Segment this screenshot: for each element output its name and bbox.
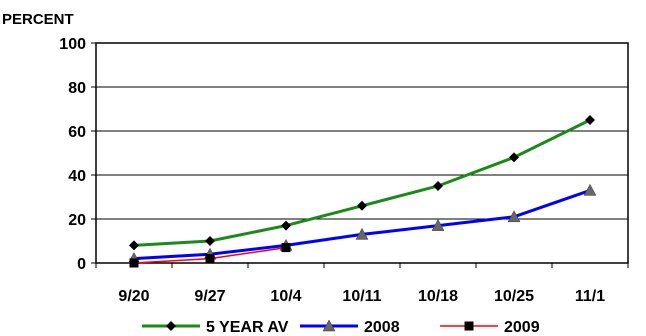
gridlines [96,86,628,220]
series-layer [127,115,597,268]
x-tick-label: 10/11 [342,288,381,305]
y-tick-label: 40 [68,168,86,185]
data-point-triangle [322,319,336,332]
data-point-diamond [509,152,519,163]
legend-label: 2009 [504,319,540,336]
data-point-triangle [507,210,521,223]
data-point-diamond [129,240,139,251]
y-tick-label: 60 [68,124,86,141]
data-point-diamond [433,181,443,191]
y-tick-label: 100 [59,36,86,53]
data-point-triangle [583,183,597,196]
data-point-diamond [205,236,215,246]
x-axis: 9/20 9/27 10/4 10/11 10/18 10/25 11/1 [95,263,629,305]
data-point-square [205,254,215,264]
y-tick-label: 20 [68,212,86,229]
data-point-square [464,321,474,331]
data-point-square [129,258,139,268]
data-point-diamond [357,200,367,211]
series-2009 [129,243,291,268]
x-tick-label: 10/4 [270,288,301,305]
x-tick-label: 9/20 [118,288,149,305]
y-axis-label: PERCENT [2,11,74,28]
series-line [133,188,591,261]
y-axis: 0 20 40 60 80 100 [59,36,96,273]
data-point-diamond [585,115,595,125]
legend-label: 2008 [364,319,400,336]
data-point-square [281,243,291,253]
data-point-diamond [166,321,176,331]
y-tick-label: 0 [77,256,86,273]
data-point-triangle [355,227,369,240]
data-point-triangle [431,219,445,231]
series-line [133,118,591,247]
series-2008 [127,183,597,264]
legend: 5 YEAR AV 2008 2009 [142,319,540,336]
legend-label: 5 YEAR AV [206,319,289,336]
y-tick-label: 80 [68,80,86,97]
x-tick-label: 11/1 [575,288,605,305]
x-tick-label: 9/27 [194,288,225,305]
data-point-diamond [281,220,291,231]
x-tick-label: 10/18 [418,288,458,305]
x-tick-label: 10/25 [494,288,534,305]
plot-area [95,42,629,264]
series-5-year-av [129,115,595,251]
